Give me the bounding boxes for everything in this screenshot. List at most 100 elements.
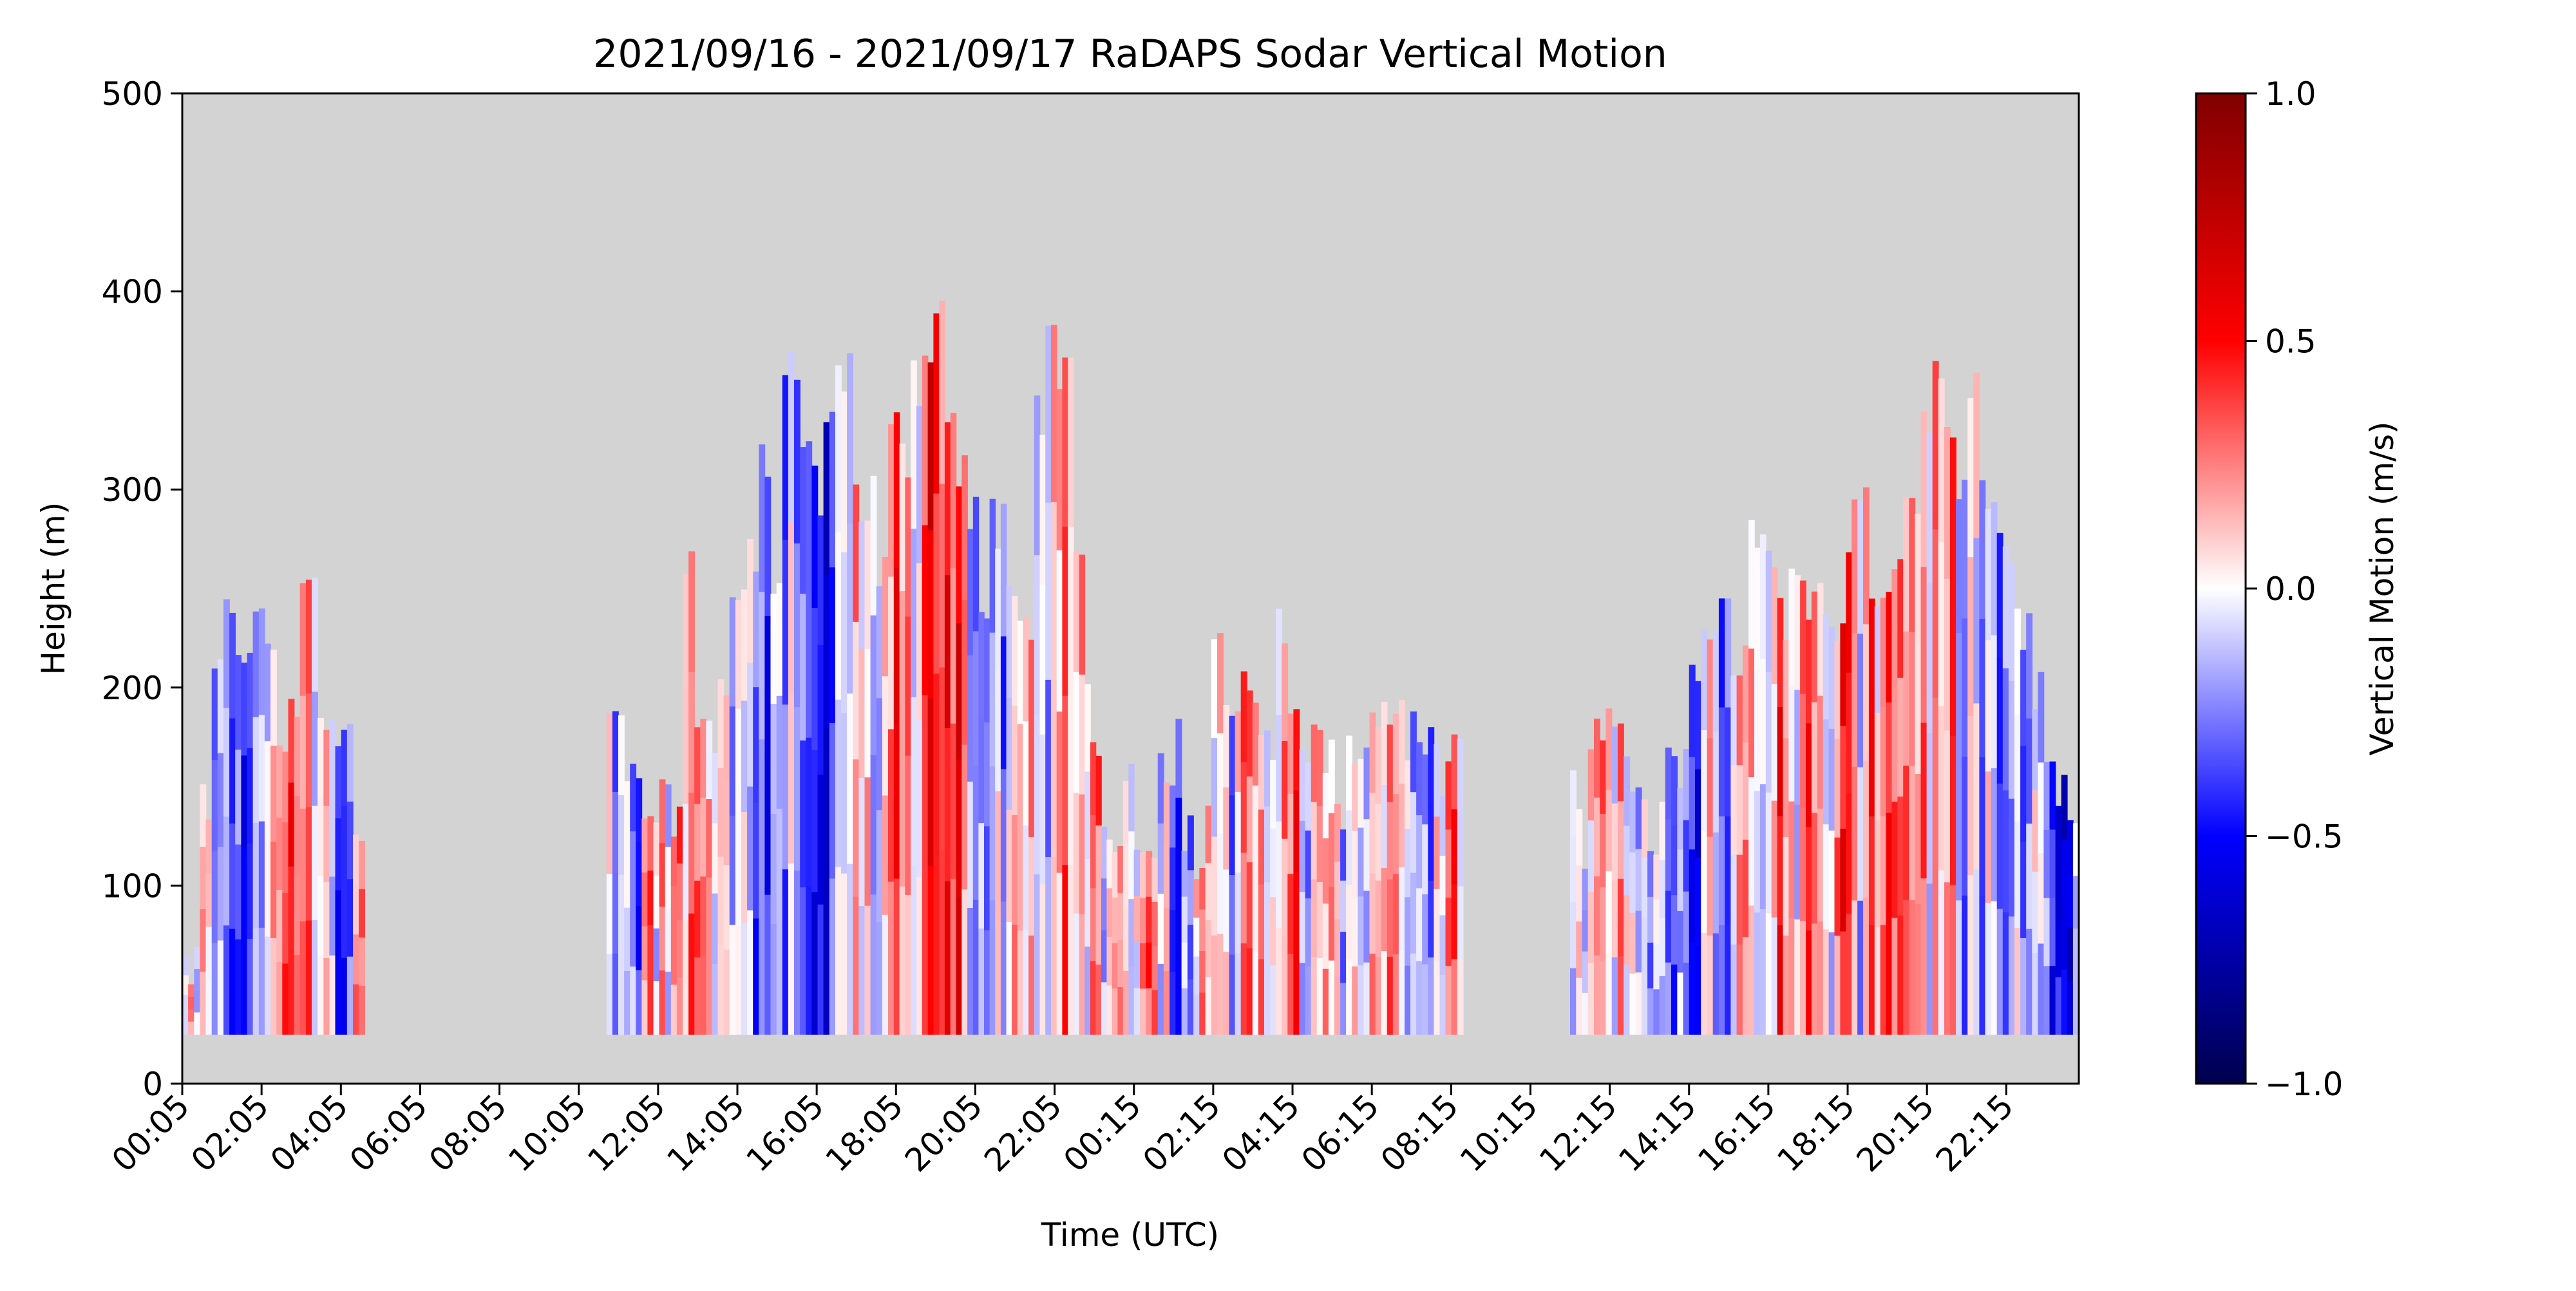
heatmap-cell: [1157, 964, 1164, 1035]
heatmap-cell: [1163, 971, 1170, 1035]
heatmap-cell: [688, 793, 695, 914]
heatmap-column: [1944, 427, 1951, 1035]
heatmap-column: [252, 611, 260, 1035]
heatmap-cell: [1434, 816, 1441, 890]
heatmap-cell: [1235, 791, 1242, 874]
heatmap-cell: [1375, 727, 1382, 805]
heatmap-cell: [2061, 840, 2068, 905]
heatmap-cell: [2055, 977, 2062, 1035]
heatmap-cell: [1428, 957, 1435, 1035]
plot-frame: [181, 92, 2080, 1085]
heatmap-column: [1823, 614, 1830, 1035]
heatmap-cell: [641, 926, 649, 981]
heatmap-column: [1045, 325, 1052, 1035]
heatmap-cell: [1834, 837, 1841, 937]
heatmap-cell: [247, 652, 254, 749]
heatmap-cell: [1903, 497, 1910, 632]
heatmap-column: [967, 529, 974, 1035]
heatmap-column: [1868, 598, 1875, 1035]
heatmap-cell: [905, 616, 911, 757]
heatmap-cell: [1594, 719, 1600, 798]
heatmap-cell: [299, 921, 307, 1035]
heatmap-column: [712, 753, 719, 1035]
heatmap-cell: [1122, 970, 1130, 1035]
heatmap-cell: [606, 874, 613, 955]
heatmap-cell: [606, 713, 613, 795]
heatmap-cell: [1293, 790, 1300, 872]
heatmap-cell: [1090, 815, 1097, 889]
heatmap-cell: [905, 755, 911, 896]
heatmap-cell: [811, 466, 819, 608]
heatmap-cell: [2038, 943, 2045, 1035]
heatmap-cell: [735, 708, 742, 818]
heatmap-cell: [1264, 806, 1271, 883]
heatmap-cell: [995, 912, 1001, 1035]
heatmap-cell: [927, 530, 934, 699]
heatmap-cell: [205, 873, 213, 928]
heatmap-column: [1128, 764, 1135, 1035]
heatmap-cell: [1635, 972, 1642, 1035]
heatmap-cell: [247, 748, 254, 844]
heatmap-column: [1140, 852, 1146, 1035]
heatmap-cell: [823, 575, 830, 729]
heatmap-cell: [1434, 744, 1441, 817]
heatmap-cell: [764, 616, 772, 757]
heatmap-cell: [927, 362, 934, 531]
heatmap-cell: [1647, 988, 1654, 1035]
heatmap-cell: [1282, 741, 1289, 840]
heatmap-cell: [211, 760, 218, 852]
y-tick-label: 0: [142, 1066, 163, 1103]
heatmap-cell: [1422, 894, 1429, 965]
heatmap-cell: [1193, 956, 1200, 996]
heatmap-cell: [741, 701, 748, 813]
heatmap-cell: [1920, 878, 1927, 1035]
heatmap-cell: [1193, 995, 1200, 1035]
heatmap-cell: [829, 878, 836, 1035]
heatmap-cell: [1175, 719, 1182, 798]
heatmap-cell: [835, 699, 842, 868]
heatmap-cell: [1223, 952, 1230, 1035]
heatmap-cell: [1730, 854, 1738, 945]
heatmap-cell: [676, 920, 683, 978]
heatmap-cell: [911, 865, 917, 1035]
heatmap-cell: [806, 441, 813, 590]
heatmap-cell: [1587, 820, 1595, 892]
heatmap-cell: [1187, 815, 1194, 871]
heatmap-cell: [1287, 954, 1294, 1035]
heatmap-cell: [776, 583, 783, 697]
heatmap-column: [847, 353, 853, 1035]
heatmap-cell: [1264, 730, 1271, 807]
heatmap-cell: [782, 869, 789, 1035]
heatmap-cell: [1287, 874, 1294, 955]
heatmap-cell: [864, 520, 871, 650]
heatmap-cell: [1629, 973, 1636, 1035]
heatmap-cell: [1962, 757, 1969, 896]
heatmap-cell: [1754, 669, 1761, 792]
heatmap-cell: [2043, 966, 2050, 1035]
heatmap-cell: [1023, 617, 1029, 722]
heatmap-cell: [1950, 437, 1956, 587]
heatmap-cell: [747, 786, 753, 911]
heatmap-cell: [911, 360, 917, 529]
heatmap-cell: [1665, 962, 1672, 1035]
heatmap-cell: [1938, 706, 1945, 871]
heatmap-cell: [1316, 730, 1323, 807]
heatmap-cell: [1605, 871, 1613, 954]
heatmap-column: [1617, 723, 1624, 1035]
heatmap-cell: [1624, 895, 1631, 966]
heatmap-column: [1422, 754, 1429, 1035]
heatmap-cell: [188, 997, 194, 1010]
heatmap-cell: [1328, 887, 1335, 961]
heatmap-column: [1576, 809, 1583, 1035]
x-tick-label: 02:05: [184, 1087, 276, 1179]
heatmap-cell: [747, 910, 753, 1035]
heatmap-cell: [241, 663, 248, 757]
heatmap-cell: [1398, 784, 1405, 868]
heatmap-cell: [1369, 793, 1376, 874]
heatmap-cell: [1730, 675, 1738, 766]
heatmap-cell: [1073, 793, 1080, 914]
heatmap-cell: [2038, 853, 2045, 945]
heatmap-column: [1258, 735, 1265, 1035]
heatmap-cell: [712, 963, 719, 1035]
heatmap-cell: [1056, 389, 1063, 551]
